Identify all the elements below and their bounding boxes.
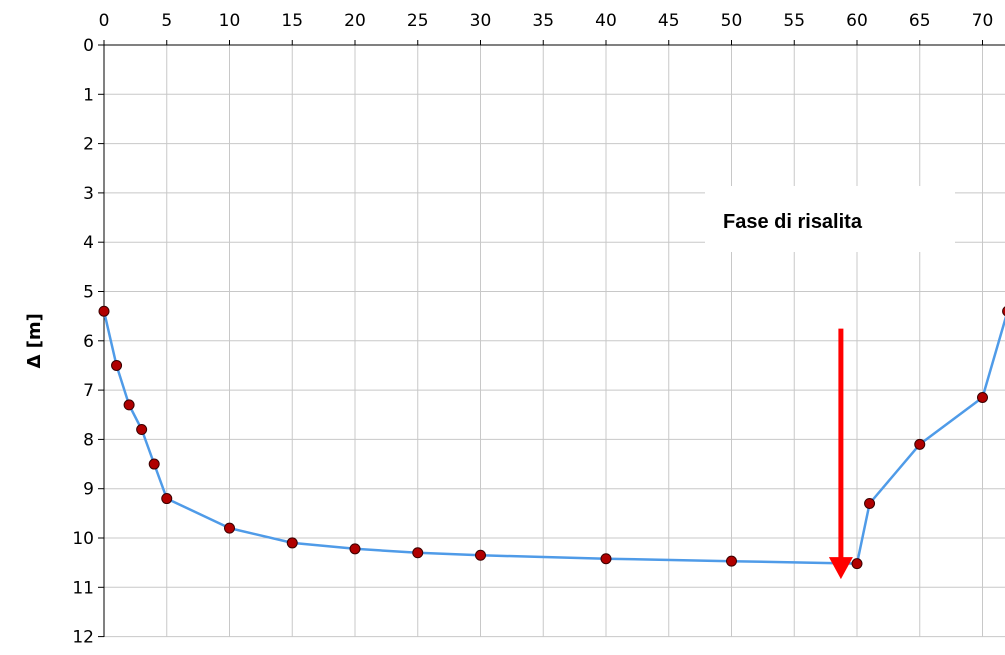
y-tick-label: 3 <box>83 184 94 204</box>
annotation-label: Fase di risalita <box>723 211 863 233</box>
x-tick-label: 15 <box>281 11 303 31</box>
x-tick-label: 45 <box>658 11 680 31</box>
y-tick-label: 12 <box>72 628 94 648</box>
annotation-arrow-head <box>828 557 853 580</box>
x-tick-label: 10 <box>219 11 241 31</box>
x-tick-label: 40 <box>595 11 617 31</box>
x-tick-label: 5 <box>161 11 172 31</box>
data-point <box>726 555 737 567</box>
y-tick-label: 6 <box>83 332 94 352</box>
y-tick-label: 2 <box>83 135 94 155</box>
axes <box>98 40 1005 638</box>
y-tick-label: 5 <box>83 283 94 303</box>
x-tick-label: 50 <box>721 11 743 31</box>
x-tick-label: 35 <box>532 11 554 31</box>
data-point <box>977 391 988 403</box>
x-tick-label: 55 <box>783 11 805 31</box>
x-tick-label: 30 <box>470 11 492 31</box>
x-tick-label: 0 <box>99 11 110 31</box>
data-point <box>914 438 926 450</box>
x-tick-label: 20 <box>344 11 366 31</box>
data-point <box>286 537 298 549</box>
grid <box>103 44 1005 638</box>
data-point <box>349 543 361 555</box>
data-point <box>851 558 863 570</box>
y-tick-label: 4 <box>83 233 94 253</box>
data-point <box>161 493 173 505</box>
data-point <box>475 549 486 561</box>
annotation: Fase di risalita <box>705 186 955 580</box>
series-line <box>102 310 1005 565</box>
data-point <box>1002 306 1005 317</box>
x-tick-label: 25 <box>407 11 429 31</box>
y-tick-label: 9 <box>83 480 94 500</box>
y-tick-label: 0 <box>83 36 94 56</box>
x-tick-label: 70 <box>972 11 994 31</box>
data-point <box>600 553 612 565</box>
data-point <box>98 305 110 317</box>
data-point <box>224 522 235 534</box>
data-point <box>123 399 135 411</box>
series-group <box>98 305 1005 570</box>
x-tick-label: 65 <box>909 11 931 31</box>
annotation-background <box>705 186 955 252</box>
data-point <box>412 547 424 559</box>
data-point <box>111 359 123 371</box>
y-tick-label: 1 <box>83 85 94 105</box>
x-tick-label: 60 <box>846 11 868 31</box>
data-point <box>136 424 148 436</box>
data-point <box>148 458 160 470</box>
y-tick-label: 7 <box>83 381 94 401</box>
y-tick-label: 10 <box>72 529 94 549</box>
data-point <box>864 497 876 509</box>
y-axis-title: Δ [m] <box>24 313 45 368</box>
y-tick-label: 8 <box>83 430 94 450</box>
y-tick-label: 11 <box>72 578 94 598</box>
x-tick-labels: 0 5 10 15 20 25 30 35 40 45 50 55 60 65 70 <box>99 11 994 31</box>
